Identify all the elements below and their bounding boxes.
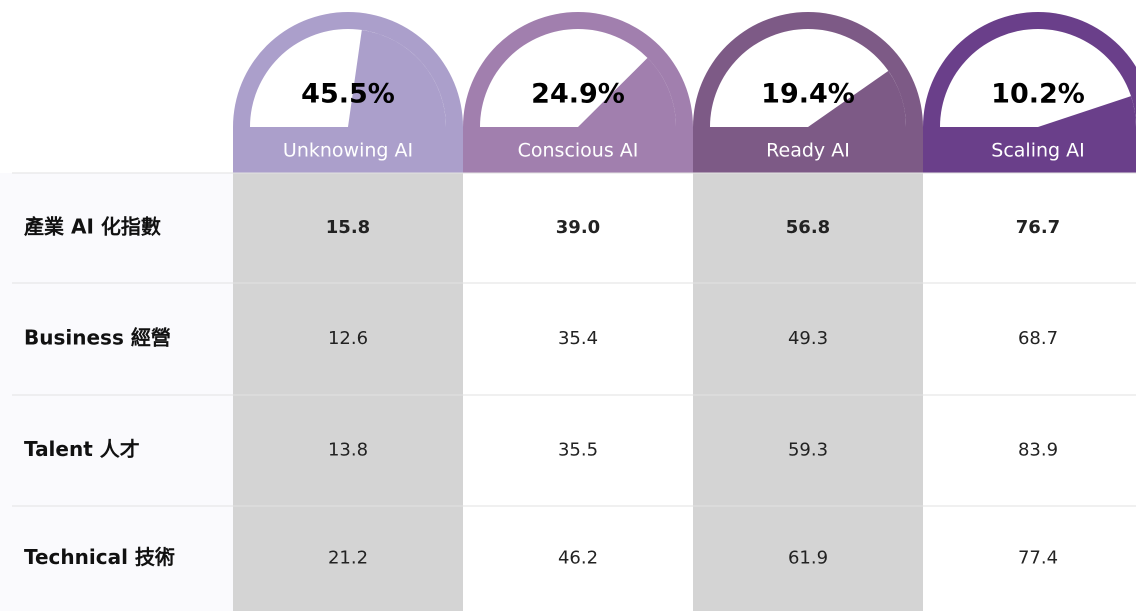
cell: 68.7 [1018,328,1058,349]
cell: 46.2 [558,548,598,569]
column-name: Ready AI [766,140,850,162]
cell: 35.4 [558,328,598,349]
label-column [0,173,233,611]
gauge-fill [808,70,906,127]
gauge-fill [1038,96,1136,127]
cell: 59.3 [788,440,828,461]
gauge-inner [940,29,1136,127]
cell: 83.9 [1018,440,1058,461]
cell: 77.4 [1018,548,1058,569]
column-name: Unknowing AI [283,140,413,162]
column-header [693,127,923,173]
cell: 76.7 [1016,217,1060,238]
cell: 21.2 [328,548,368,569]
cell: 61.9 [788,548,828,569]
cell: 12.6 [328,328,368,349]
gauge-fill [348,29,446,127]
gauge-value: 10.2% [991,79,1085,110]
column-header [923,127,1136,173]
column-name: Conscious AI [518,140,639,162]
cell: 56.8 [786,217,830,238]
row-label: Technical 技術 [24,545,175,569]
gauge-value: 24.9% [531,79,625,110]
gauge-value: 19.4% [761,79,855,110]
column-name: Scaling AI [991,140,1084,162]
gauge-fill [578,57,676,127]
row-label: Business 經營 [24,326,171,350]
cell: 13.8 [328,440,368,461]
column-bg [693,173,923,611]
cell: 49.3 [788,328,828,349]
column-header [233,127,463,173]
column-bg [233,173,463,611]
column-header [463,127,693,173]
row-label: Talent 人才 [24,437,140,461]
row-label: 產業 AI 化指數 [24,215,161,239]
cell: 15.8 [326,217,370,238]
cell: 35.5 [558,440,598,461]
cell: 39.0 [556,217,600,238]
gauge-value: 45.5% [301,79,395,110]
